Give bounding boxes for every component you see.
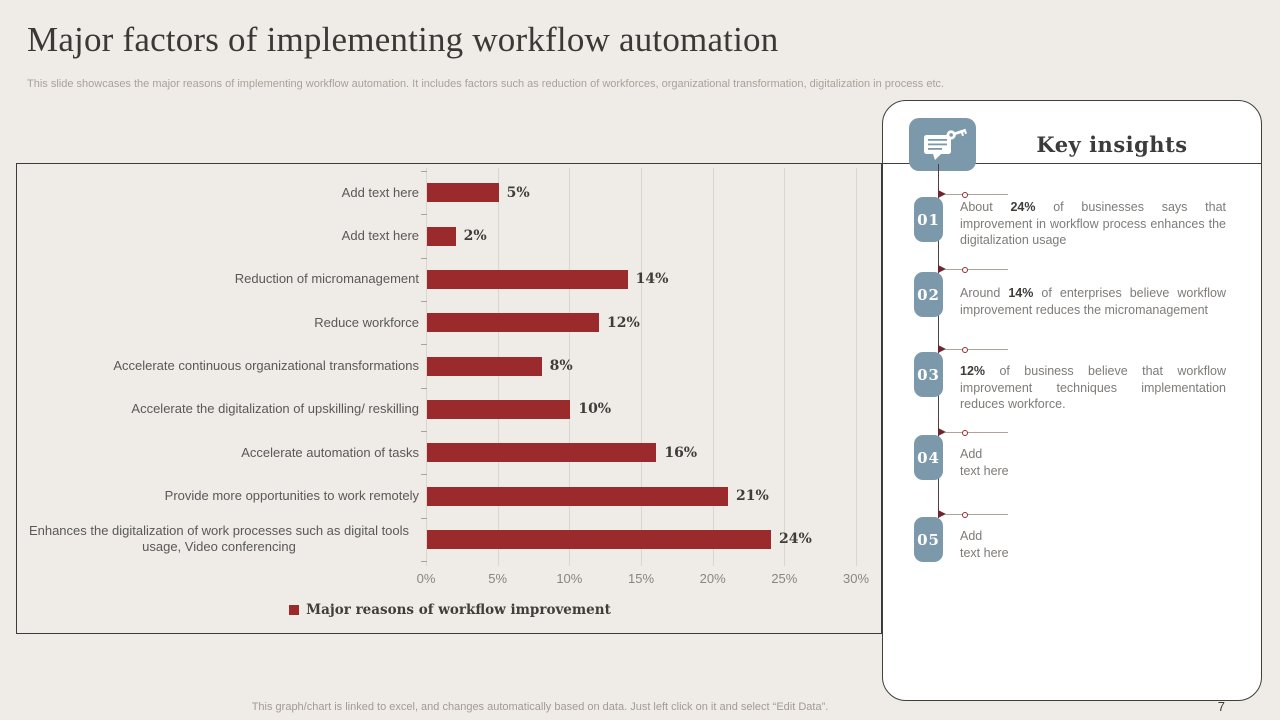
category-tick-mark [421,431,427,432]
category-axis: Add text here Add text here Reduction of m… [19,171,419,561]
x-axis-label: 15% [627,571,655,586]
x-axis-label: 5% [488,571,508,586]
bar-value-label: 16% [664,444,698,461]
slide-subtitle: This slide showcases the major reasons o… [27,78,945,90]
legend: Major reasons of workflow improvement [17,600,883,620]
bar [427,529,771,549]
insight-number-badge: 01 [914,197,943,242]
bar [427,269,628,289]
key-insights-panel: Key insights 01 About 24% of businesses s… [882,100,1262,701]
bar-chart[interactable]: Add text here Add text here Reduction of m… [16,163,882,634]
bar-value-label: 14% [635,271,669,288]
gridline [569,168,571,566]
header-separator [883,163,1261,164]
category-tick-mark [421,561,427,562]
bar [427,356,542,376]
speech-bubble-key-icon [923,128,967,160]
plot-area: 5% 2% 14% 12% 8% 10% 16% 21% 24% [426,168,857,566]
bar-value-label: 10% [578,401,612,418]
category-label: Accelerate continuous organizational tra… [113,357,419,373]
category-label: Add text here [341,184,419,200]
bar-value-label: 24% [779,531,812,548]
category-label: Reduce workforce [314,314,419,330]
key-message-icon [909,118,976,171]
insight-number-badge: 02 [914,272,943,317]
insight-text: Around 14% of enterprises believe workfl… [960,286,1226,317]
category-tick-mark [421,257,427,259]
category-label: Reduction of micromanagement [234,271,419,287]
category-label: Accelerate the digitalization of upskill… [131,401,419,417]
bar [427,486,728,506]
gridline [712,168,714,566]
bar-value-label: 2% [463,228,487,244]
x-axis-label: 0% [416,571,436,586]
bar-value-label: 5% [506,184,530,201]
page-number: 7 [1217,699,1225,714]
insight-marker [938,345,1010,354]
insight-text: Add text here [960,529,1009,560]
insight-number-badge: 03 [914,352,943,397]
insight-number-badge: 04 [914,435,943,480]
bar-value-label: 8% [549,358,573,374]
gridline [856,168,857,566]
x-axis-label: 10% [556,571,583,586]
insight-marker [938,510,1010,519]
category-tick-mark [421,474,427,476]
category-tick-mark [421,171,427,172]
category-tick-mark [421,517,427,519]
gridline [641,168,642,566]
insight-marker [938,265,1010,274]
insight-text: About 24% of businesses says that improv… [960,200,1227,247]
category-label: Enhances the digitalization of work proc… [28,523,410,555]
insight-text: 12% of business believe that workflow im… [960,364,1226,411]
insight-number-badge: 05 [914,517,943,562]
category-label: Add text here [341,227,419,243]
legend-label: Major reasons of workflow improvement [306,602,611,618]
timeline-line [938,164,939,518]
x-axis-label: 20% [699,571,726,586]
bar-value-label: 12% [607,314,640,331]
category-tick-mark [421,301,427,302]
bar [427,313,599,333]
gridline [784,168,786,566]
insight-marker [938,190,1010,199]
bar [427,226,456,246]
category-label: Provide more opportunities to work remot… [164,487,419,503]
bar [427,183,499,203]
legend-swatch [289,605,300,615]
footer-note: This graph/chart is linked to excel, and… [251,701,829,713]
category-tick-mark [421,214,427,216]
insight-text: Add text here [960,447,1009,478]
bar-value-label: 21% [736,488,769,504]
x-axis-label: 30% [842,571,870,586]
bar [427,399,571,419]
insight-marker [938,428,1010,437]
x-axis-label: 25% [771,571,798,586]
insights-title: Key insights [1036,132,1188,157]
bar [427,443,657,463]
category-tick-mark [421,344,427,346]
category-label: Accelerate automation of tasks [241,444,419,460]
gridline [426,168,427,566]
category-tick-mark [421,387,427,389]
slide-title: Major factors of implementing workflow a… [27,20,779,59]
